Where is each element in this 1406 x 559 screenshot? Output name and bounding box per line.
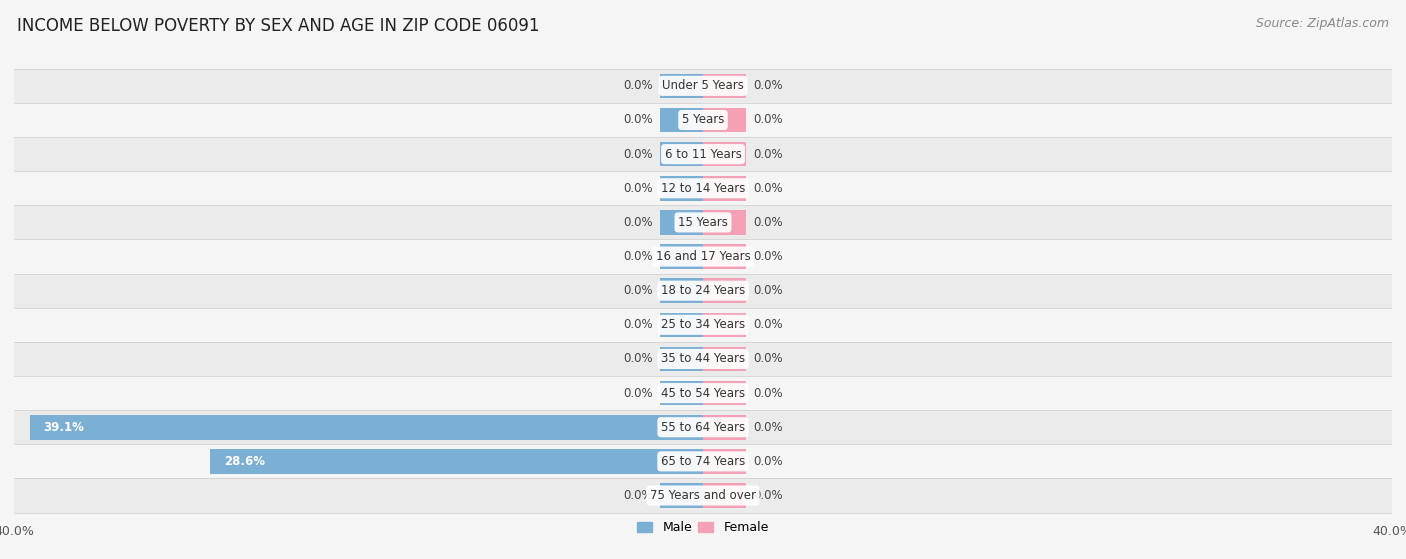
Bar [14,342,1392,376]
Text: 5 Years: 5 Years [682,113,724,126]
Bar [14,103,1392,137]
Text: 0.0%: 0.0% [754,387,783,400]
Text: 0.0%: 0.0% [754,489,783,502]
Text: 0.0%: 0.0% [623,113,652,126]
Text: 25 to 34 Years: 25 to 34 Years [661,318,745,331]
Text: 18 to 24 Years: 18 to 24 Years [661,284,745,297]
Text: 0.0%: 0.0% [754,113,783,126]
Text: 12 to 14 Years: 12 to 14 Years [661,182,745,195]
Bar [703,142,747,167]
Bar [703,244,747,269]
Text: 0.0%: 0.0% [754,353,783,366]
Bar [14,410,1392,444]
Bar [703,381,747,405]
Bar [703,312,747,337]
Text: 28.6%: 28.6% [224,455,266,468]
Text: 65 to 74 Years: 65 to 74 Years [661,455,745,468]
Bar [14,479,1392,513]
Text: 0.0%: 0.0% [754,148,783,160]
Bar [659,210,703,235]
Text: 0.0%: 0.0% [623,387,652,400]
Text: 0.0%: 0.0% [623,489,652,502]
Bar [14,205,1392,239]
Text: 55 to 64 Years: 55 to 64 Years [661,421,745,434]
Text: 0.0%: 0.0% [623,318,652,331]
Text: 0.0%: 0.0% [754,250,783,263]
Bar [659,176,703,201]
Bar [659,74,703,98]
Bar [703,108,747,132]
Text: 0.0%: 0.0% [623,182,652,195]
Bar [14,444,1392,479]
Bar [659,312,703,337]
Legend: Male, Female: Male, Female [633,517,773,539]
Text: 0.0%: 0.0% [754,318,783,331]
Bar [659,381,703,405]
Bar [659,278,703,303]
Text: 35 to 44 Years: 35 to 44 Years [661,353,745,366]
Text: 0.0%: 0.0% [623,79,652,92]
Bar [30,415,703,439]
Text: 0.0%: 0.0% [623,353,652,366]
Text: INCOME BELOW POVERTY BY SEX AND AGE IN ZIP CODE 06091: INCOME BELOW POVERTY BY SEX AND AGE IN Z… [17,17,540,35]
Text: 0.0%: 0.0% [623,216,652,229]
Bar [211,449,703,473]
Bar [703,483,747,508]
Bar [703,210,747,235]
Text: 16 and 17 Years: 16 and 17 Years [655,250,751,263]
Text: 6 to 11 Years: 6 to 11 Years [665,148,741,160]
Text: 0.0%: 0.0% [754,216,783,229]
Bar [703,347,747,371]
Bar [703,449,747,473]
Text: 0.0%: 0.0% [623,284,652,297]
Text: 0.0%: 0.0% [754,284,783,297]
Text: 39.1%: 39.1% [44,421,84,434]
Text: Under 5 Years: Under 5 Years [662,79,744,92]
Bar [14,308,1392,342]
Bar [703,176,747,201]
Bar [659,108,703,132]
Bar [703,74,747,98]
Bar [659,142,703,167]
Text: 0.0%: 0.0% [754,455,783,468]
Text: 15 Years: 15 Years [678,216,728,229]
Text: 0.0%: 0.0% [754,182,783,195]
Bar [14,137,1392,171]
Bar [703,278,747,303]
Text: 0.0%: 0.0% [623,148,652,160]
Text: Source: ZipAtlas.com: Source: ZipAtlas.com [1256,17,1389,30]
Text: 45 to 54 Years: 45 to 54 Years [661,387,745,400]
Bar [14,69,1392,103]
Bar [14,376,1392,410]
Text: 0.0%: 0.0% [623,250,652,263]
Text: 75 Years and over: 75 Years and over [650,489,756,502]
Bar [14,273,1392,308]
Bar [703,415,747,439]
Bar [659,244,703,269]
Bar [659,483,703,508]
Bar [14,239,1392,273]
Text: 0.0%: 0.0% [754,79,783,92]
Bar [659,347,703,371]
Bar [14,171,1392,205]
Text: 0.0%: 0.0% [754,421,783,434]
